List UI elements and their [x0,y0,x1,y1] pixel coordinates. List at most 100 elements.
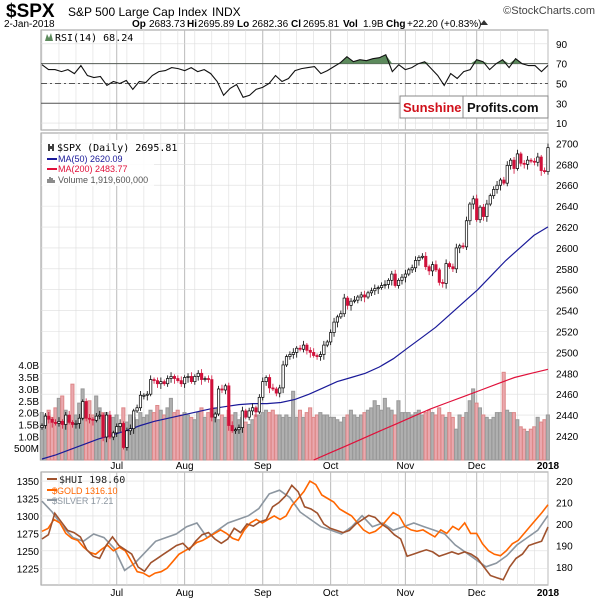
exchange: INDX [212,5,241,19]
legend-ma50: MA(50) 2620.09 [58,154,123,164]
candle-body [380,285,384,288]
candle-body [94,415,98,421]
volume-bar [532,426,537,461]
volume-bar [454,428,459,461]
candle-body [193,376,197,382]
volume-bar [172,412,177,461]
volume-bar [355,416,360,461]
volume-bar [413,412,418,461]
candle-body [342,297,346,315]
rsi-tick-label: 10 [556,119,568,130]
candle-body [325,341,329,346]
volume-tick-label: 4.0B [18,361,39,372]
volume-bar [423,412,428,461]
candle-body [468,203,472,222]
candle-body [461,245,465,248]
volume-bar [267,412,272,461]
watermark: ©StockCharts.com [503,5,595,17]
volume-bar [498,412,503,461]
hui-legend-icon [47,478,57,480]
volume-bar [301,416,306,461]
candle-body [352,299,356,302]
volume-bar [525,431,530,461]
candle-body [369,290,373,294]
candle-body [196,372,200,377]
gold-axis-tick-label: 1275 [17,529,40,540]
volume-bar [311,416,316,461]
volume-bar [409,414,415,461]
rsi-tick-label: 70 [556,60,568,71]
candle-body [291,352,295,355]
candle-body [430,264,435,272]
volume-bar [185,414,190,461]
volume-bar [257,414,262,461]
hui-axis-tick-label: 210 [556,499,573,510]
candle-body [536,156,540,163]
volume-bar [460,416,465,461]
commodities-x-tick-label: Jul [110,588,123,599]
candle-body [227,385,231,426]
commodities-x-tick-label: Dec [468,588,486,599]
candle-body [57,420,61,424]
commodities-x-tick-label: Aug [176,588,194,599]
volume-bar [430,412,435,461]
candle-body [159,381,163,385]
candle-body [301,344,306,350]
commodities-x-tick-label: Sep [254,588,272,599]
candle-body [420,255,424,258]
volume-bar [291,390,296,461]
candle-body [481,206,486,217]
candle-body [183,377,187,385]
candle-body [400,276,404,281]
quote-values: Op 2683.73 Hi 2695.89 Lo 2682.36 Cl 2695… [132,19,488,30]
candle-legend-icon [48,144,54,151]
candle-body [512,159,516,169]
candle-body [71,422,75,425]
candle-body [359,294,363,298]
chg-label: Chg [386,19,405,30]
volume-bar [199,407,204,461]
candle-body [261,381,265,398]
candle-body [189,376,193,382]
candle-body [142,394,146,397]
volume-bar [304,412,309,461]
volume-bar [396,400,401,461]
volume-bar [145,414,150,461]
volume-bar [321,414,326,461]
candle-body [383,284,387,286]
candle-body [441,282,445,284]
price-tick-label: 2640 [556,202,579,213]
volume-bar [542,419,547,461]
candle-body [475,198,479,221]
gold-line [41,479,549,578]
candle-body [397,279,401,286]
volume-bar [179,414,184,461]
candle-body [240,410,244,428]
op-value: 2683.73 [149,19,186,30]
cl-value: 2695.81 [303,19,340,30]
volume-bar [379,409,384,461]
price-tick-label: 2580 [556,265,579,276]
price-tick-label: 2600 [556,244,579,255]
candle-body [447,263,452,268]
volume-bar [297,409,302,461]
candle-body [186,376,190,378]
quote-date: 2-Jan-2018 [4,19,55,30]
gold-legend-icon [47,489,57,491]
ma200-line [313,368,549,461]
volume-bar [243,421,248,461]
price-tick-label: 2660 [556,181,579,192]
volume-bar [128,414,133,461]
candle-body [87,417,92,420]
volume-tick-label: 500M [14,444,39,455]
volume-bar [484,416,489,461]
volume-bar [491,416,496,461]
candle-body [220,388,224,391]
price-tick-label: 2540 [556,307,579,318]
volume-bar [488,419,493,461]
candle-body [132,410,136,430]
commodities-frame [40,471,549,586]
candle-body [295,347,299,353]
candle-body [315,355,319,357]
volume-bar [250,419,255,461]
